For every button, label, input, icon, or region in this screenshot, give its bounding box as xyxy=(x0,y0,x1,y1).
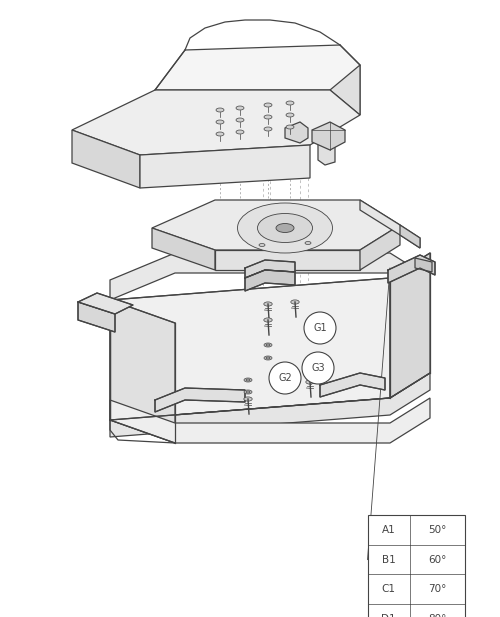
Polygon shape xyxy=(110,398,430,443)
Ellipse shape xyxy=(264,318,272,322)
Polygon shape xyxy=(110,253,430,300)
Ellipse shape xyxy=(276,223,294,233)
Polygon shape xyxy=(285,122,308,143)
Polygon shape xyxy=(78,293,133,314)
Circle shape xyxy=(304,312,336,344)
Text: 70°: 70° xyxy=(428,584,446,594)
Ellipse shape xyxy=(244,390,252,394)
Ellipse shape xyxy=(264,343,272,347)
Ellipse shape xyxy=(286,125,294,129)
Ellipse shape xyxy=(216,132,224,136)
Polygon shape xyxy=(320,373,385,397)
Polygon shape xyxy=(110,300,175,443)
Ellipse shape xyxy=(246,379,250,381)
Polygon shape xyxy=(72,130,140,188)
Ellipse shape xyxy=(236,130,244,134)
Ellipse shape xyxy=(236,118,244,122)
Ellipse shape xyxy=(306,380,314,384)
Polygon shape xyxy=(152,228,215,270)
Ellipse shape xyxy=(238,203,332,253)
Polygon shape xyxy=(390,253,430,398)
Text: D1: D1 xyxy=(382,614,396,617)
Ellipse shape xyxy=(216,108,224,112)
Polygon shape xyxy=(245,270,295,291)
Ellipse shape xyxy=(244,378,252,382)
Polygon shape xyxy=(318,140,335,165)
Ellipse shape xyxy=(286,101,294,105)
Polygon shape xyxy=(72,90,360,155)
Ellipse shape xyxy=(244,397,252,401)
Ellipse shape xyxy=(264,103,272,107)
Polygon shape xyxy=(360,200,420,248)
Ellipse shape xyxy=(258,213,312,242)
Ellipse shape xyxy=(291,300,299,304)
Polygon shape xyxy=(155,388,245,412)
Polygon shape xyxy=(110,373,430,437)
Text: C1: C1 xyxy=(382,584,396,594)
Polygon shape xyxy=(400,225,420,248)
Polygon shape xyxy=(140,145,310,188)
Ellipse shape xyxy=(286,113,294,117)
Polygon shape xyxy=(152,200,400,250)
Ellipse shape xyxy=(246,391,250,393)
Text: G2: G2 xyxy=(278,373,292,383)
Ellipse shape xyxy=(306,367,314,371)
Ellipse shape xyxy=(266,344,270,346)
Text: 60°: 60° xyxy=(428,555,446,565)
Polygon shape xyxy=(155,45,360,115)
Polygon shape xyxy=(215,250,360,270)
Text: G1: G1 xyxy=(313,323,327,333)
Ellipse shape xyxy=(264,302,272,306)
Ellipse shape xyxy=(264,127,272,131)
Ellipse shape xyxy=(305,241,311,244)
Ellipse shape xyxy=(264,115,272,119)
Ellipse shape xyxy=(266,357,270,359)
Text: G3: G3 xyxy=(311,363,325,373)
Ellipse shape xyxy=(236,106,244,110)
Polygon shape xyxy=(110,278,390,420)
Text: A1: A1 xyxy=(382,525,396,535)
Ellipse shape xyxy=(216,120,224,124)
Polygon shape xyxy=(415,258,432,272)
Text: B1: B1 xyxy=(382,555,396,565)
Polygon shape xyxy=(330,65,360,115)
Bar xyxy=(368,515,465,617)
Polygon shape xyxy=(78,302,115,332)
Circle shape xyxy=(269,362,301,394)
Polygon shape xyxy=(360,225,400,270)
Polygon shape xyxy=(388,255,435,283)
Text: 80°: 80° xyxy=(428,614,446,617)
Circle shape xyxy=(302,352,334,384)
Text: 50°: 50° xyxy=(428,525,446,535)
Ellipse shape xyxy=(264,356,272,360)
Polygon shape xyxy=(245,260,295,278)
Polygon shape xyxy=(312,122,345,150)
Ellipse shape xyxy=(259,244,265,247)
